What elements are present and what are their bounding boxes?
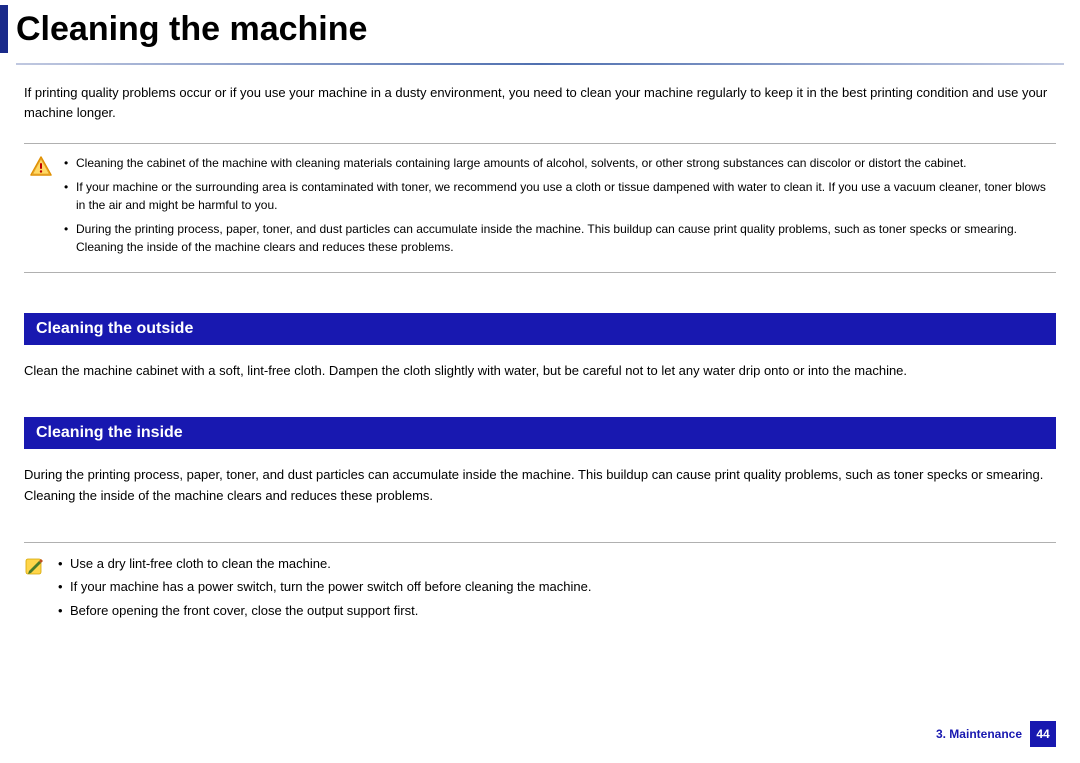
tip-item: Before opening the front cover, close th…	[56, 600, 1056, 621]
page-footer: 3. Maintenance 44	[936, 721, 1056, 747]
warning-list: Cleaning the cabinet of the machine with…	[62, 154, 1050, 262]
header-underline	[16, 63, 1064, 65]
section-inside-text: During the printing process, paper, tone…	[24, 465, 1056, 505]
page-title: Cleaning the machine	[16, 10, 367, 49]
warning-item: Cleaning the cabinet of the machine with…	[62, 154, 1050, 172]
page-number: 44	[1030, 721, 1056, 747]
warning-item: If your machine or the surrounding area …	[62, 178, 1050, 214]
tip-item: Use a dry lint-free cloth to clean the m…	[56, 553, 1056, 574]
tip-list: Use a dry lint-free cloth to clean the m…	[56, 553, 1056, 623]
section-outside-text: Clean the machine cabinet with a soft, l…	[24, 361, 1056, 381]
footer-chapter-label: 3. Maintenance	[936, 727, 1022, 741]
warning-callout: Cleaning the cabinet of the machine with…	[24, 143, 1056, 273]
intro-paragraph: If printing quality problems occur or if…	[24, 83, 1056, 123]
page-content: If printing quality problems occur or if…	[0, 83, 1080, 623]
warning-item: During the printing process, paper, tone…	[62, 220, 1050, 256]
title-accent-bar	[0, 5, 8, 53]
tip-item: If your machine has a power switch, turn…	[56, 576, 1056, 597]
note-pencil-icon	[24, 555, 46, 582]
page-header: Cleaning the machine	[0, 0, 1080, 63]
warning-triangle-icon	[30, 156, 52, 181]
section-heading-inside: Cleaning the inside	[24, 417, 1056, 449]
section-heading-outside: Cleaning the outside	[24, 313, 1056, 345]
tip-callout: Use a dry lint-free cloth to clean the m…	[24, 542, 1056, 623]
